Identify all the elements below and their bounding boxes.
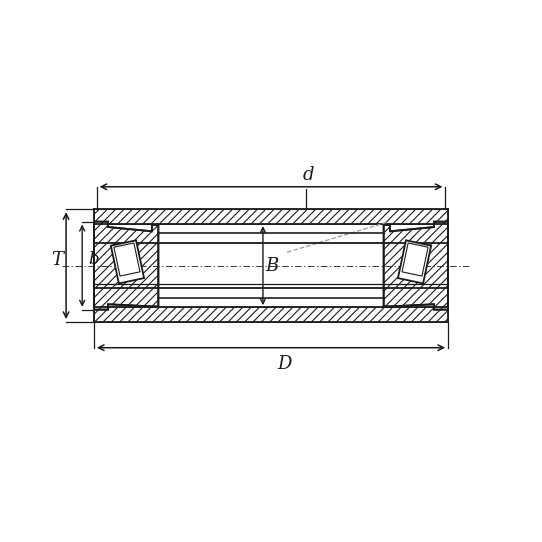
Text: T: T (51, 251, 63, 269)
Polygon shape (402, 243, 428, 276)
Polygon shape (94, 222, 158, 309)
Text: D: D (277, 355, 292, 373)
Polygon shape (111, 240, 144, 283)
Polygon shape (398, 240, 431, 283)
Text: b: b (88, 251, 99, 268)
Text: B: B (266, 256, 279, 275)
Polygon shape (114, 243, 140, 276)
Polygon shape (94, 209, 448, 224)
Polygon shape (384, 222, 448, 309)
Text: d: d (303, 166, 314, 184)
Polygon shape (94, 307, 448, 322)
